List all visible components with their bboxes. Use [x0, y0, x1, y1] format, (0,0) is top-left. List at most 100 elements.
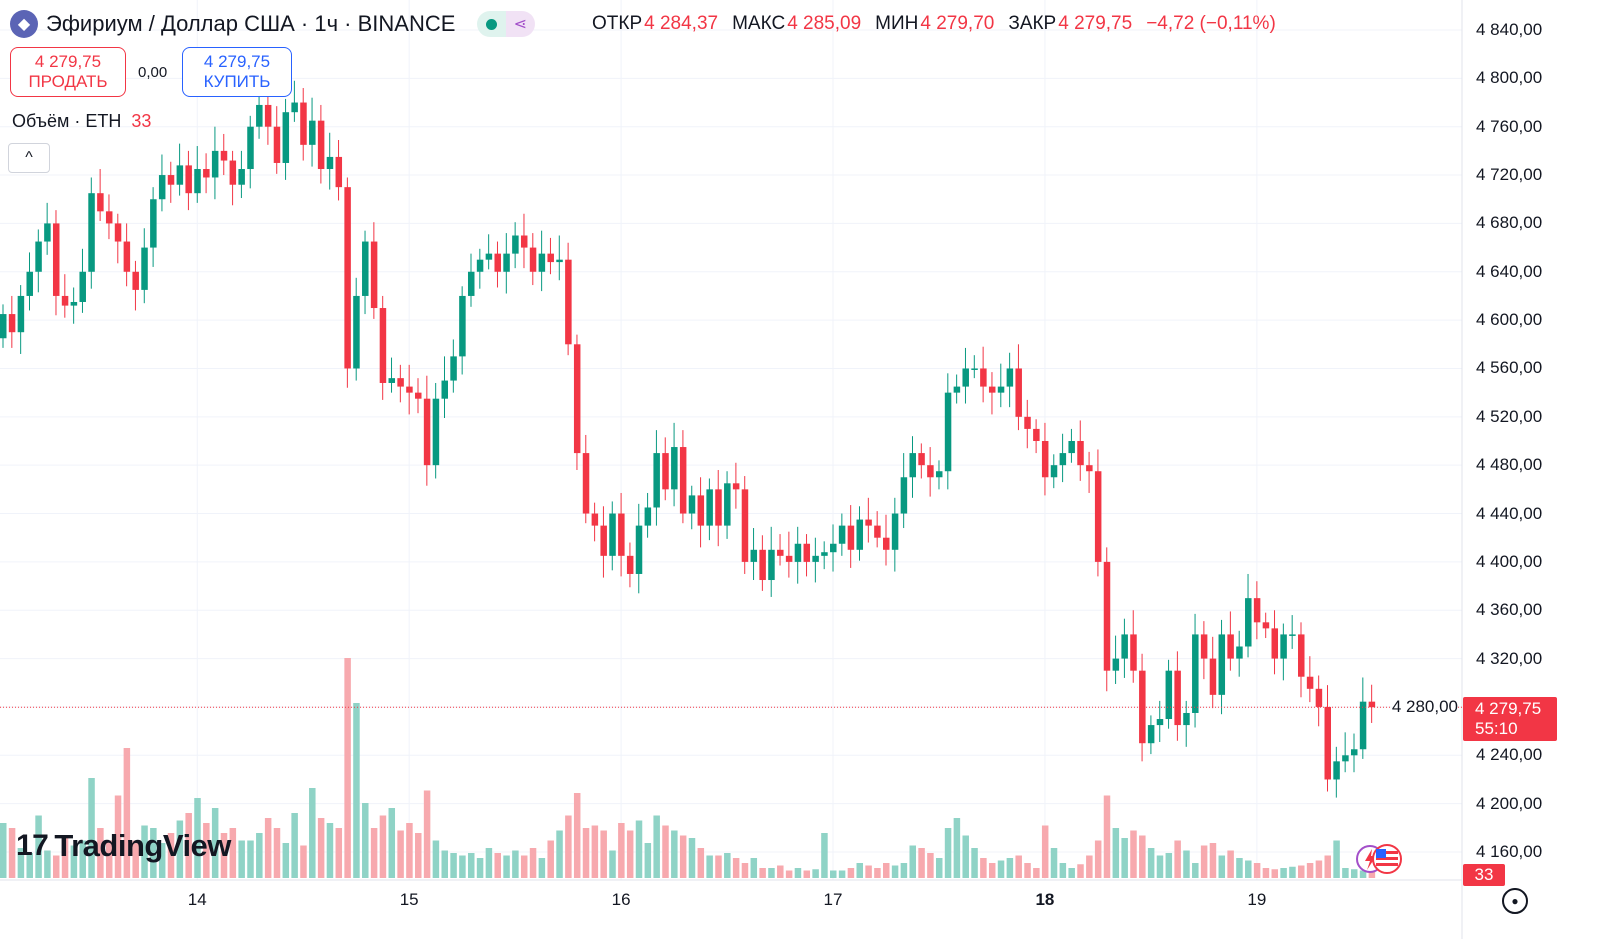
candle-body	[1306, 676, 1314, 689]
candle-body	[79, 271, 86, 302]
volume-bar	[503, 855, 510, 878]
volume-bar	[291, 813, 298, 878]
volume-bar	[706, 855, 713, 878]
candle-body	[1359, 701, 1367, 750]
volume-bar	[653, 815, 660, 878]
volume-bar	[256, 833, 263, 878]
spread-value: 0,00	[138, 64, 168, 81]
volume-bar	[415, 833, 422, 878]
volume-bar	[565, 815, 572, 878]
candle-body	[1050, 465, 1058, 478]
collapse-legend-button[interactable]: ^	[8, 143, 50, 173]
candle-body	[512, 235, 519, 254]
low-value: 4 279,70	[920, 13, 995, 34]
close-label: ЗАКР	[1008, 13, 1057, 34]
volume-label: Объём · ETH	[12, 111, 122, 131]
candle-body	[997, 386, 1005, 393]
volume-bar	[821, 833, 828, 878]
candle-body	[247, 126, 254, 170]
volume-bar	[282, 843, 290, 878]
symbol-title[interactable]: Эфириум / Доллар США · 1ч · BINANCE	[46, 11, 456, 36]
ethereum-icon: ◆	[10, 10, 38, 38]
volume-bar	[794, 868, 802, 878]
candle-body	[88, 193, 95, 272]
candle-body	[167, 175, 175, 185]
logo-text: TradingView	[54, 828, 231, 863]
volume-bar	[247, 840, 254, 878]
price-tick-label: 4 560,00	[1476, 358, 1543, 378]
status-pill[interactable]: ⋖	[477, 11, 536, 37]
price-tick-label: 4 320,00	[1476, 648, 1543, 668]
candle-body	[52, 223, 60, 296]
volume-legend[interactable]: Объём · ETH 33	[12, 111, 151, 132]
candle-body	[70, 301, 78, 306]
price-tick-label: 4 680,00	[1476, 213, 1543, 233]
volume-bar	[1147, 848, 1155, 878]
candle-body	[132, 271, 139, 290]
volume-bar	[379, 815, 387, 878]
volume-bar	[918, 848, 925, 878]
candle-body	[397, 378, 404, 387]
sell-button[interactable]: 4 279,75 ПРОДАТЬ	[10, 47, 126, 97]
symbol-header[interactable]: ◆ Эфириум / Доллар США · 1ч · BINANCE ⋖	[10, 10, 536, 38]
sell-price: 4 279,75	[34, 52, 102, 71]
volume-bar	[1289, 866, 1296, 878]
volume-bar	[697, 848, 705, 878]
volume-bar	[1006, 858, 1014, 878]
candle-body	[220, 150, 228, 161]
candle-body	[520, 235, 528, 248]
volume-bar	[1342, 868, 1349, 878]
volume-bar	[935, 858, 943, 878]
candle-body	[1298, 634, 1305, 677]
volume-bar	[229, 828, 237, 878]
candle-body	[335, 156, 343, 188]
candle-body	[909, 453, 916, 478]
volume-bar	[962, 835, 969, 878]
candle-body	[150, 199, 157, 248]
volume-bar	[326, 823, 334, 878]
volume-bar	[485, 848, 493, 878]
candle-body	[556, 259, 563, 263]
volume-bar	[750, 858, 758, 878]
candle-body	[1174, 670, 1181, 726]
volume-bar	[423, 790, 431, 878]
volume-bar	[1359, 870, 1367, 878]
candle-body	[97, 193, 104, 212]
candle-body	[1218, 634, 1226, 695]
settings-icon[interactable]: ●	[1502, 888, 1528, 914]
time-tick-label: 18	[1035, 890, 1055, 909]
price-tick-label: 4 280,00	[1391, 696, 1458, 717]
volume-bar	[1298, 865, 1305, 878]
volume-bar	[132, 840, 139, 878]
price-tick-label: 4 480,00	[1476, 455, 1543, 475]
candle-body	[1183, 712, 1190, 726]
candle-body	[1130, 634, 1137, 671]
candle-body	[176, 165, 184, 185]
volume-bar	[211, 808, 219, 878]
volume-bar	[35, 815, 42, 878]
price-tick-label: 4 160,00	[1476, 842, 1543, 861]
buy-button[interactable]: 4 279,75 КУПИТЬ	[182, 47, 292, 97]
candle-body	[883, 537, 890, 550]
volume-bar	[1280, 868, 1287, 878]
candle-body	[697, 495, 705, 526]
tradingview-logo[interactable]: 17 TradingView	[16, 828, 231, 864]
volume-bar	[397, 830, 404, 878]
volume-bar	[1112, 828, 1120, 878]
volume-bar	[8, 828, 16, 878]
candle-body	[203, 169, 210, 178]
volume-bar	[847, 868, 855, 878]
events-flag-icon[interactable]	[1356, 843, 1404, 875]
candle-body	[494, 253, 501, 272]
volume-bar	[883, 863, 890, 878]
buy-label: КУПИТЬ	[203, 72, 271, 91]
candle-body	[1262, 622, 1270, 629]
volume-bar	[609, 850, 616, 878]
candle-body	[812, 555, 819, 562]
volume-bar	[679, 835, 687, 878]
volume-bar	[344, 658, 351, 878]
volume-bar	[1209, 843, 1217, 878]
candle-body	[618, 513, 625, 556]
volume-bar	[909, 845, 916, 878]
